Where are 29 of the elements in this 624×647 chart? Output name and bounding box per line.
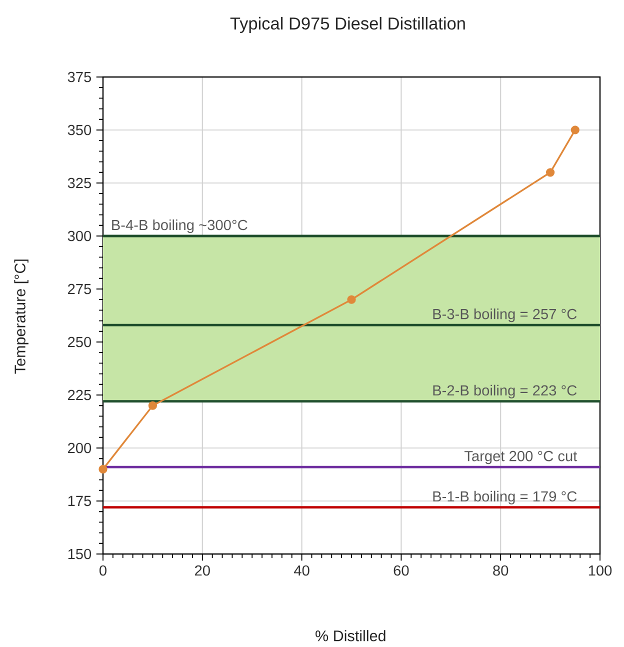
- y-tick-label: 350: [68, 124, 92, 136]
- y-axis-title: Temperature [°C]: [14, 260, 28, 374]
- chart-title: Typical D975 Diesel Distillation: [230, 16, 465, 34]
- annotation: B-4-B boiling ~300°C: [112, 219, 248, 234]
- x-axis-title: % Distilled: [316, 630, 386, 642]
- x-tick-label: 20: [195, 565, 210, 576]
- y-tick-label: 375: [68, 72, 92, 82]
- annotation: B-1-B boiling = 179 °C: [433, 490, 577, 504]
- x-tick-label: 40: [294, 565, 310, 576]
- y-tick-label: 275: [68, 284, 92, 294]
- y-tick-label: 200: [68, 442, 92, 454]
- point: [148, 401, 158, 410]
- annotation: B-3-B boiling = 257 °C: [433, 308, 577, 322]
- annotation: B-2-B boiling = 223 °C: [433, 384, 577, 398]
- point: [570, 126, 580, 134]
- y-tick-label: 300: [68, 230, 92, 242]
- y-tick-label: 150: [68, 548, 92, 560]
- y-tick-label: 175: [68, 496, 92, 506]
- x-tick-label: 0: [100, 565, 106, 576]
- point: [546, 168, 555, 177]
- y-tick-label: 250: [68, 336, 92, 348]
- x-tick-label: 100: [588, 565, 612, 576]
- y-tick-label: 325: [68, 178, 92, 188]
- annotation: Target 200 °C cut: [464, 450, 578, 464]
- y-tick-label: 225: [68, 390, 92, 400]
- point: [347, 295, 356, 304]
- point: [98, 464, 108, 474]
- x-tick-label: 60: [394, 565, 409, 576]
- x-tick-label: 80: [493, 565, 508, 576]
